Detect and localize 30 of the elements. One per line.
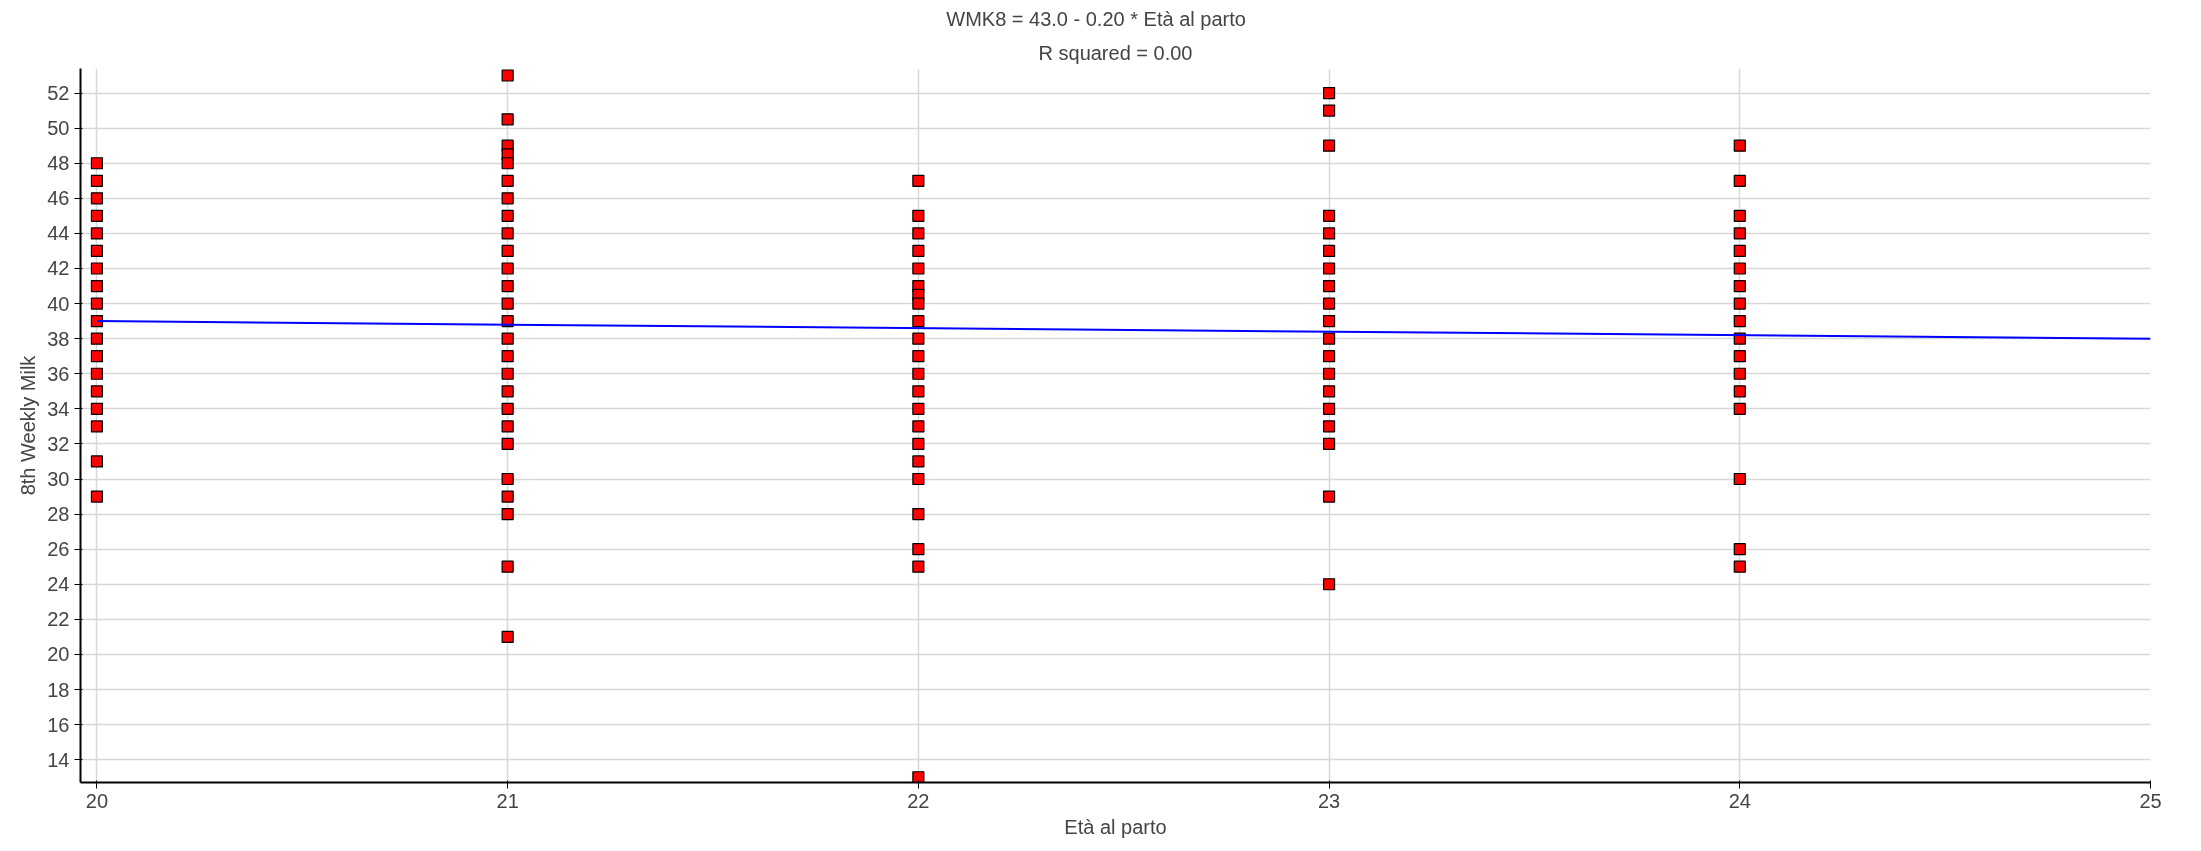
- chart-subtitle: R squared = 0.00: [1038, 41, 1193, 64]
- x-tick-label: 20: [85, 789, 109, 812]
- y-tick-label: 38: [47, 327, 70, 350]
- y-tick-label: 42: [47, 257, 70, 280]
- chart-title: WMK8 = 43.0 - 0.20 * Età al parto: [946, 7, 1246, 30]
- x-tick-label: 25: [2139, 789, 2162, 812]
- y-tick-label: 22: [47, 608, 70, 631]
- y-tick-label: 44: [47, 222, 70, 245]
- y-tick-label: 30: [47, 468, 70, 491]
- y-tick-label: 40: [47, 292, 70, 315]
- x-tick-label: 24: [1728, 789, 1751, 812]
- y-tick-label: 14: [47, 748, 70, 771]
- y-tick-label: 26: [47, 538, 70, 561]
- y-tick-label: 48: [47, 152, 70, 175]
- y-tick-label: 20: [47, 643, 70, 666]
- x-tick-label: 22: [907, 789, 930, 812]
- y-tick-label: 18: [47, 678, 70, 701]
- y-axis-title: 8th Weekly Milk: [17, 354, 40, 496]
- y-tick-label: 34: [47, 397, 70, 420]
- y-tick-label: 36: [47, 362, 70, 385]
- y-tick-label: 28: [47, 503, 70, 526]
- y-tick-label: 46: [47, 187, 70, 210]
- y-tick-label: 32: [47, 432, 70, 455]
- x-tick-label: 21: [496, 789, 519, 812]
- x-tick-label: 23: [1317, 789, 1341, 812]
- y-tick-label: 24: [47, 573, 70, 596]
- y-tick-label: 50: [47, 117, 70, 140]
- x-axis-title: Età al parto: [1064, 815, 1167, 838]
- y-tick-label: 52: [47, 82, 70, 105]
- y-tick-label: 16: [47, 713, 70, 736]
